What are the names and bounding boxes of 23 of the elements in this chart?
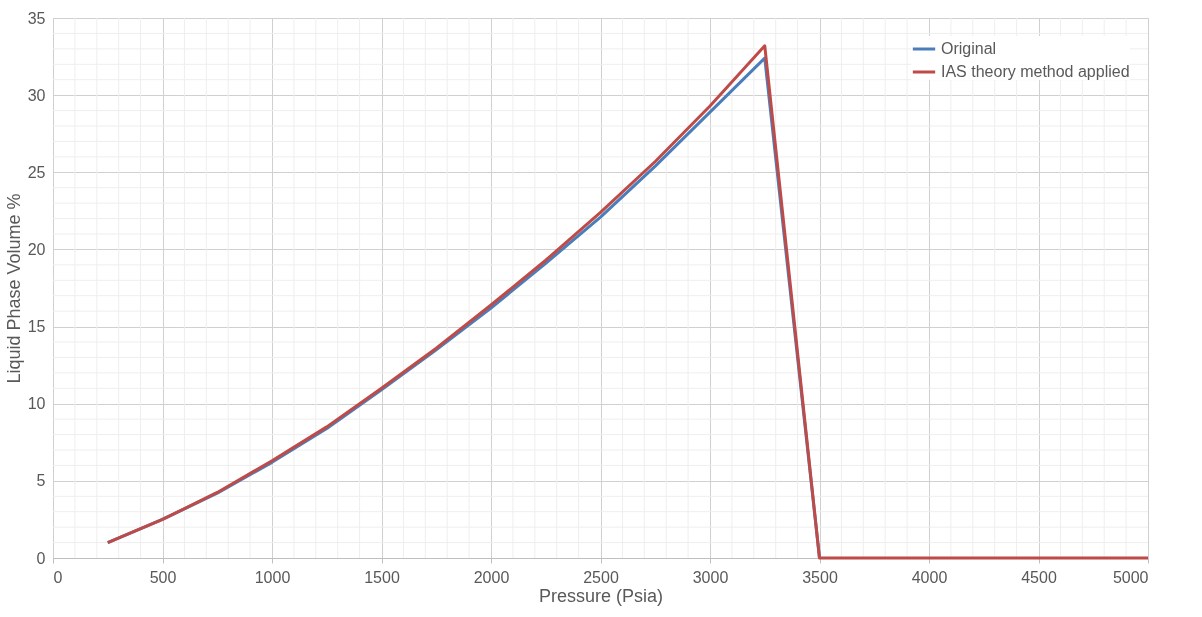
y-tick-label: 5 [36,472,46,490]
x-tick-label: 4500 [1021,568,1057,586]
y-tick-label: 30 [27,86,46,104]
y-axis-title: Liquid Phase Volume % [3,193,24,384]
y-tick-label: 25 [27,163,46,181]
y-tick-label: 0 [36,549,46,567]
x-tick-label: 1000 [254,568,291,586]
y-tick-label: 10 [27,395,46,413]
y-tick-label: 15 [27,318,46,336]
x-tick-label: 500 [149,568,177,586]
y-tick-label: 35 [27,9,46,27]
x-tick-label: 0 [53,568,63,586]
x-axis-title: Pressure (Psia) [538,585,664,606]
x-tick-label: 5000 [1112,568,1149,586]
x-tick-label: 3500 [802,568,838,586]
x-tick-label: 3000 [692,568,729,586]
x-tick-label: 2000 [473,568,510,586]
legend-label: Original [941,40,997,57]
x-tick-label: 4000 [911,568,948,586]
y-tick-label: 20 [27,240,46,258]
x-tick-label: 1500 [364,568,400,586]
legend-label: IAS theory method applied [941,63,1130,80]
x-tick-label: 2500 [583,568,619,586]
